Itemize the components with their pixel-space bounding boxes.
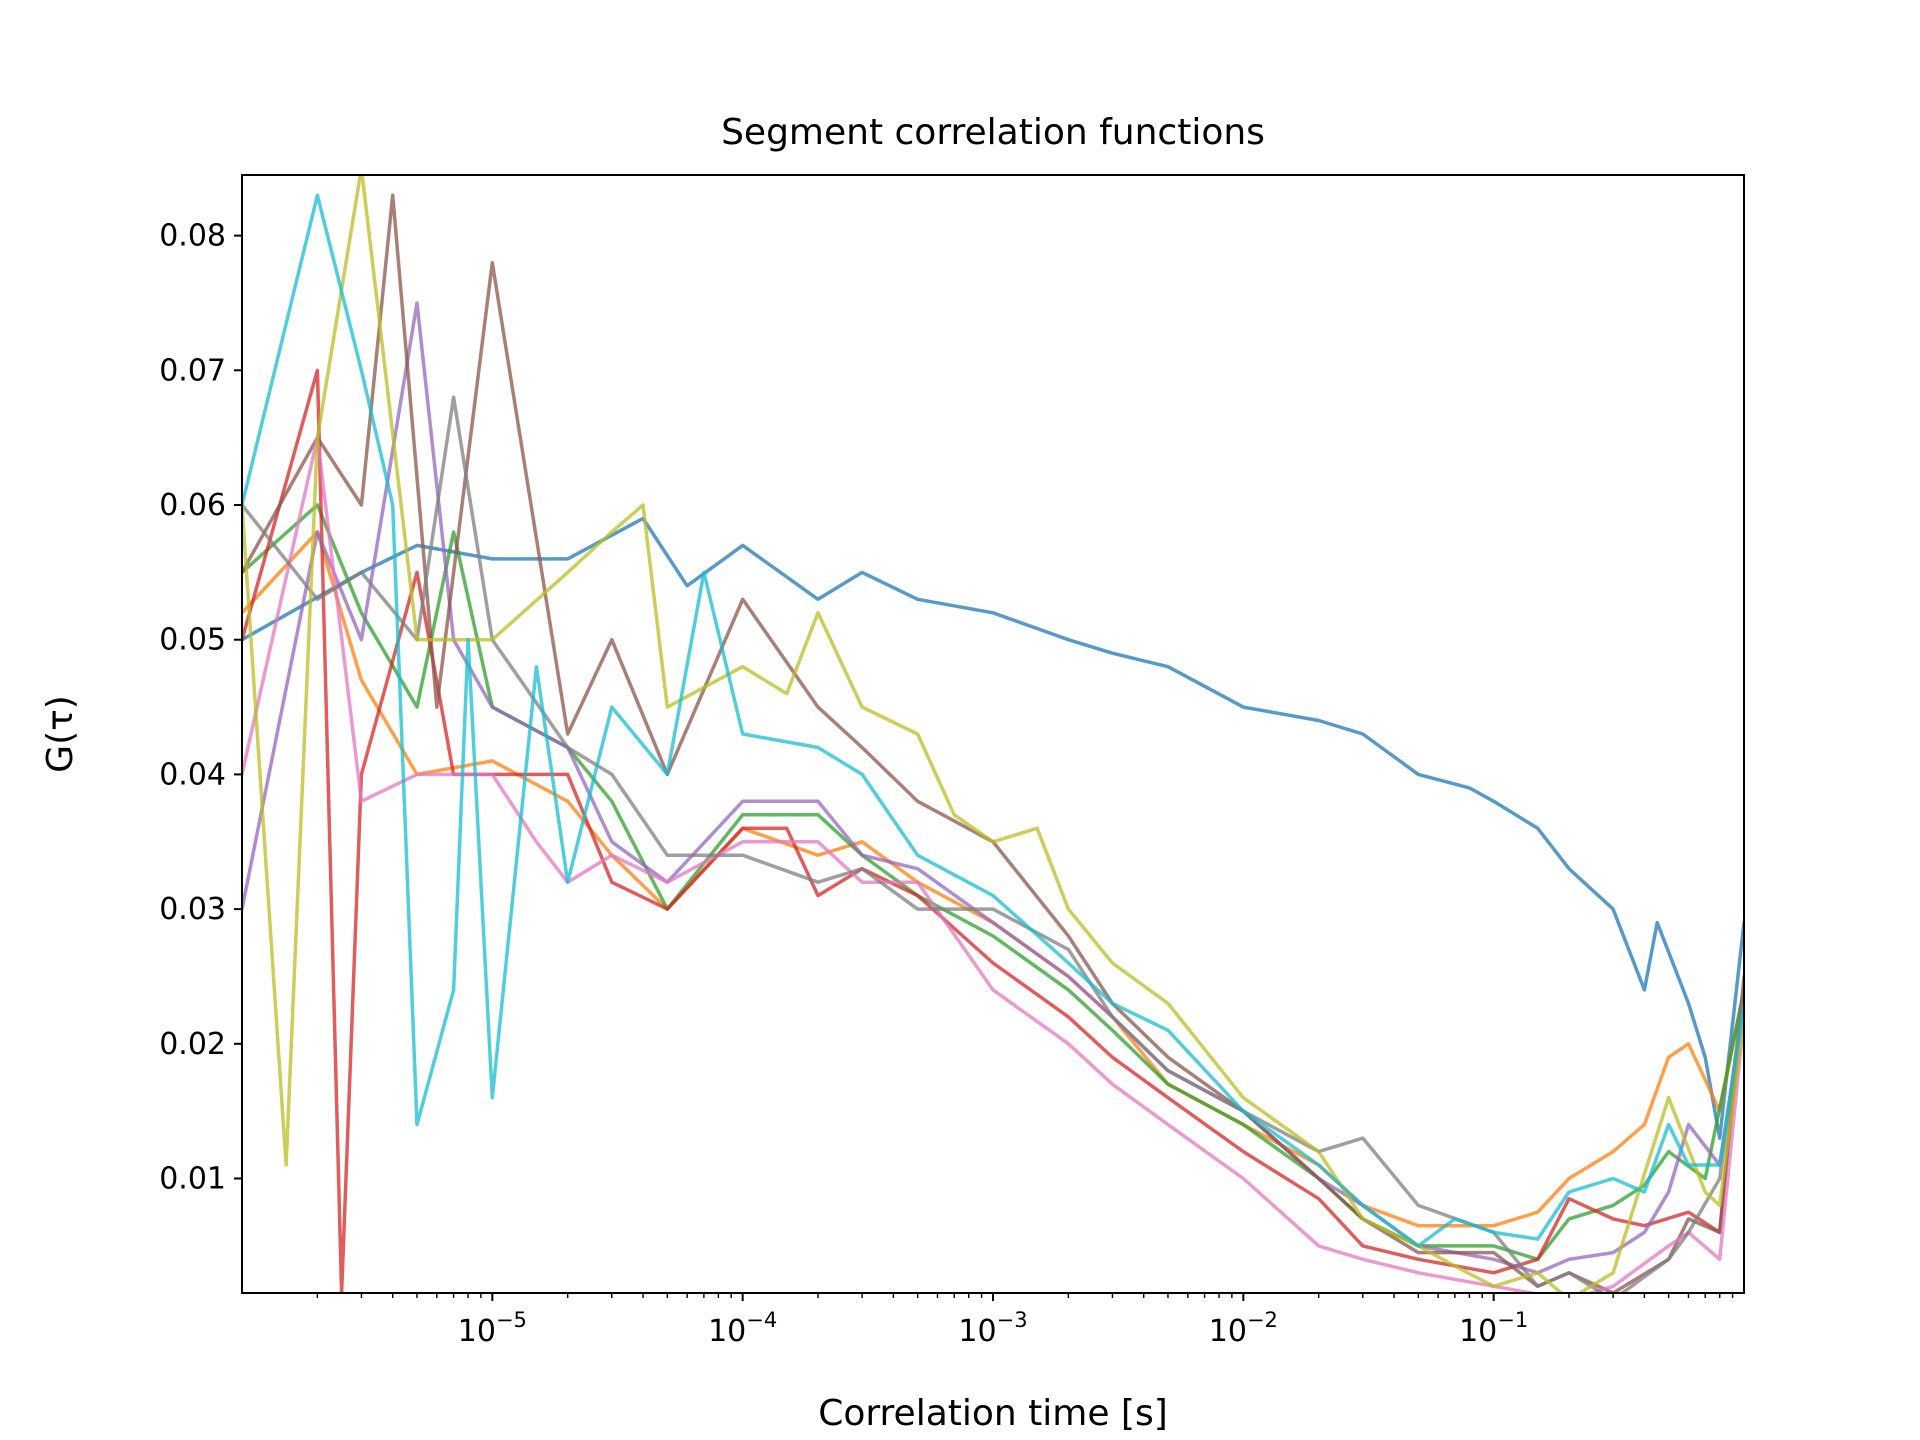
y-tick-label: 0.05 [159, 623, 226, 658]
series-line-1 [242, 516, 1744, 1140]
y-tick-label: 0.06 [159, 488, 226, 523]
y-axis-label: G(τ) [40, 695, 81, 773]
series-line-10 [242, 193, 1744, 1248]
x-axis-label: Correlation time [s] [818, 1393, 1168, 1434]
y-tick-label: 0.03 [159, 892, 226, 927]
y-tick-label: 0.01 [159, 1162, 226, 1197]
x-tick-label: 10−4 [708, 1308, 777, 1349]
series-line-9 [242, 175, 1744, 1293]
series-line-8 [242, 395, 1744, 1293]
chart-title: Segment correlation functions [721, 112, 1265, 153]
series-line-7 [242, 435, 1744, 1293]
series-line-6 [242, 193, 1744, 1293]
x-tick-label: 10−1 [1459, 1308, 1528, 1349]
x-tick-label: 10−3 [958, 1308, 1027, 1349]
series-line-5 [242, 301, 1744, 1275]
y-tick-label: 0.08 [159, 219, 226, 254]
series-group [242, 175, 1744, 1293]
series-line-3 [242, 503, 1744, 1262]
plot-frame [241, 174, 1745, 1294]
x-tick-label: 10−2 [1209, 1308, 1278, 1349]
y-tick-label: 0.02 [159, 1027, 226, 1062]
x-tick-label: 10−5 [458, 1308, 527, 1349]
y-tick-label: 0.07 [159, 353, 226, 388]
ticks-group: 0.01 0.02 0.03 0.04 0.05 0.06 0.07 0.08 10−5 10−4… [159, 219, 1734, 1349]
y-tick-label: 0.04 [159, 757, 226, 792]
